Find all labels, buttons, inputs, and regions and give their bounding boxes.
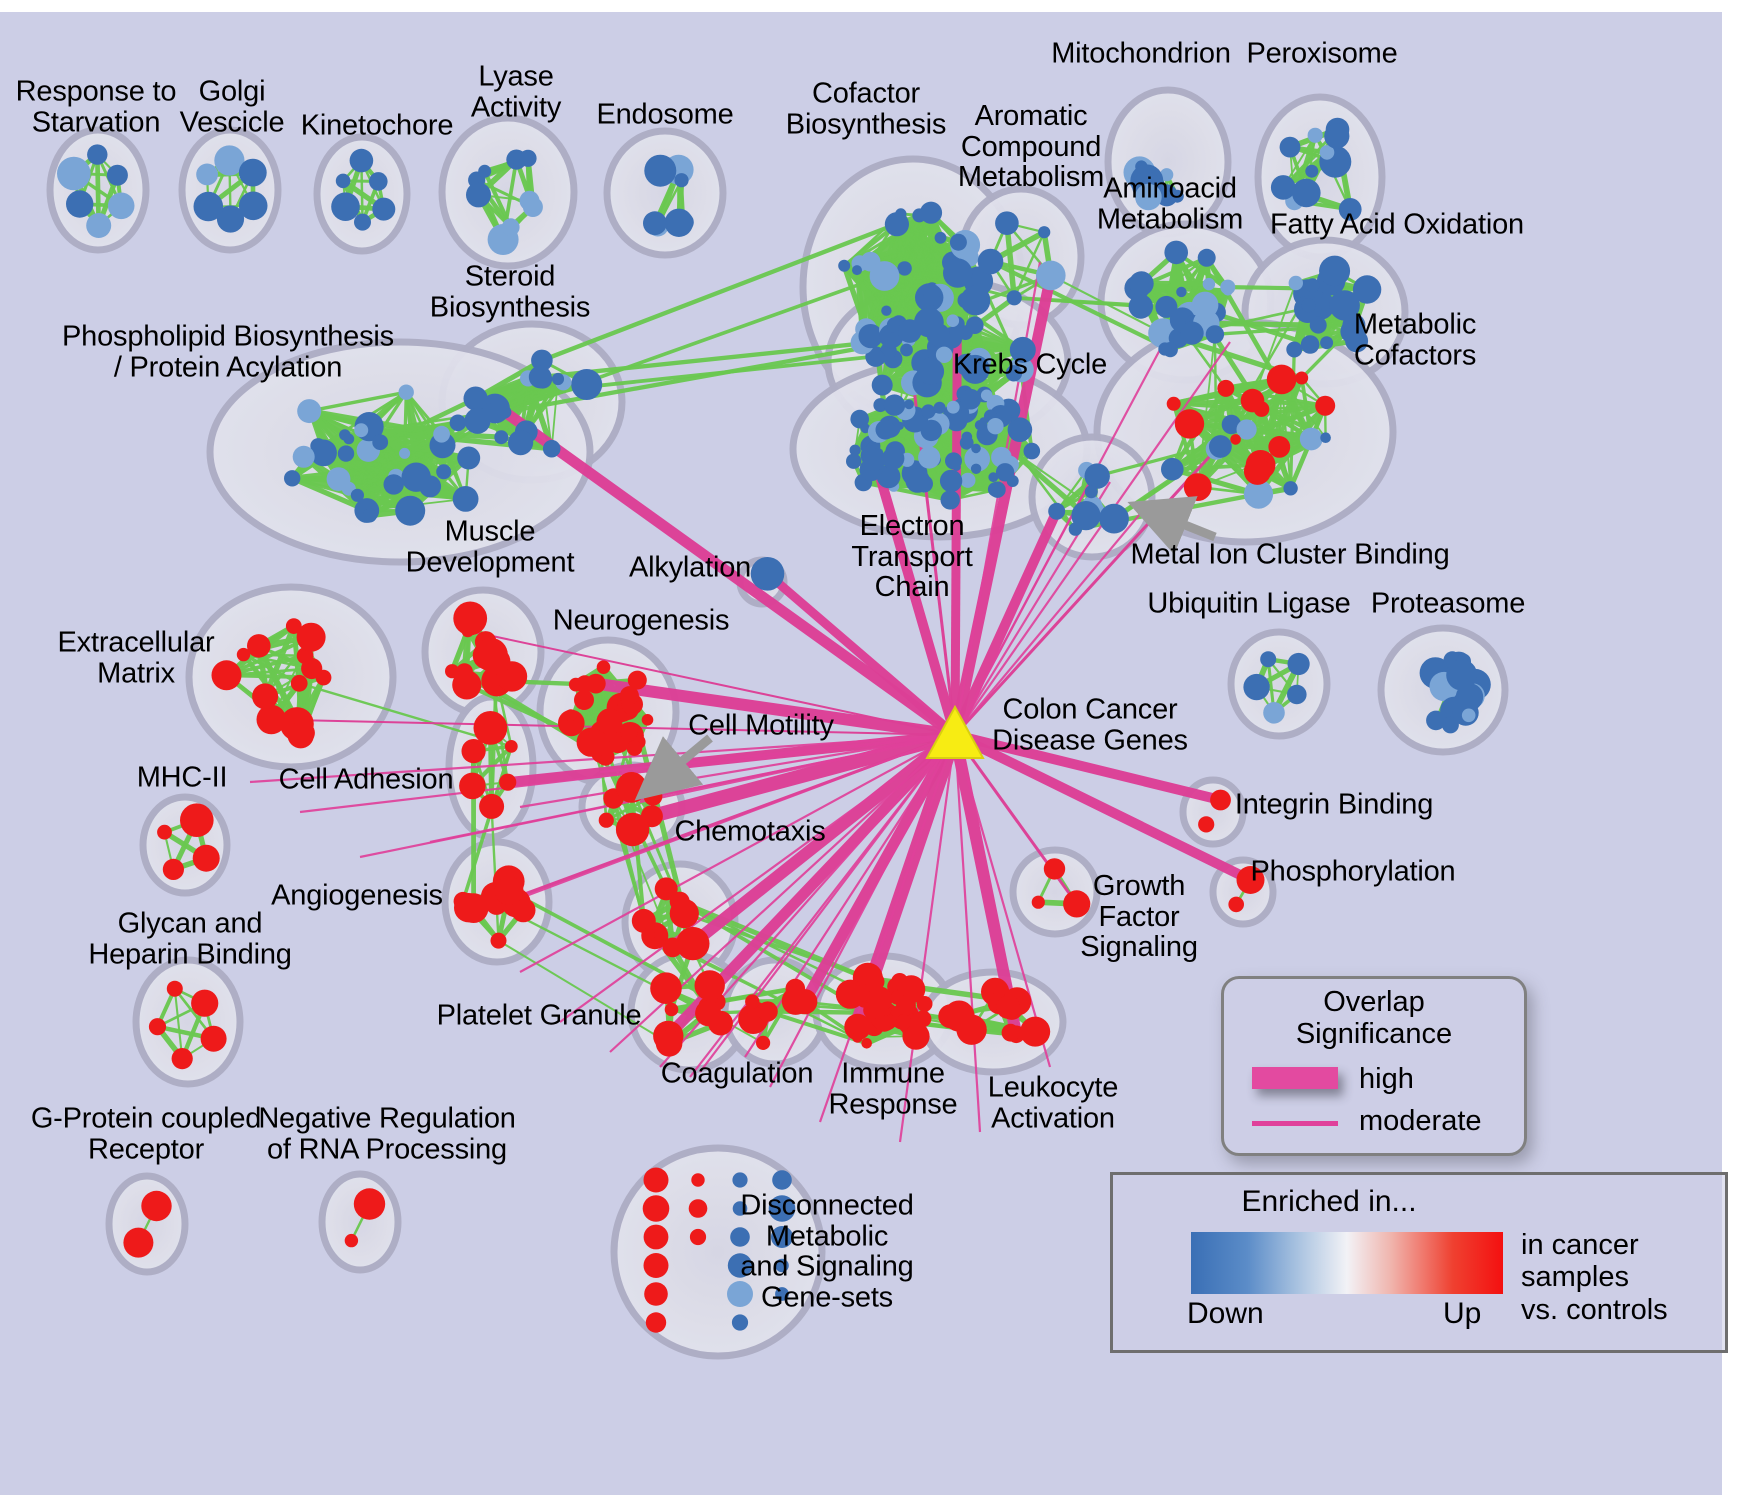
cluster-label-chemotaxis: Chemotaxis [674, 815, 826, 848]
cluster-label-mhc-ii: MHC-II [136, 761, 228, 794]
cluster-label-endosome: Endosome [596, 98, 734, 131]
cluster-label-electron-transport-chain: Electron Transport Chain [851, 509, 973, 604]
cluster-label-leukocyte-activation: Leukocyte Activation [987, 1071, 1119, 1134]
cluster-label-response-to-starvation: Response to Starvation [15, 75, 177, 138]
cluster-label-proteasome: Proteasome [1370, 587, 1526, 620]
enrichment-legend-title: Enriched in... [1241, 1185, 1417, 1218]
cluster-label-lyase-activity: Lyase Activity [470, 60, 562, 123]
cluster-label-disconnected-metabolic-and-signaling-gene-sets: Disconnected Metabolic and Signaling Gen… [740, 1189, 914, 1314]
cluster-label-aminoacid-metabolism: Aminoacid Metabolism [1096, 172, 1244, 235]
enrichment-colorbar-legend: Enriched in... Down Up in cancer samples… [1110, 1172, 1728, 1353]
cluster-label-phosphorylation: Phosphorylation [1250, 855, 1456, 888]
cluster-label-glycan-and-heparin-binding: Glycan and Heparin Binding [88, 907, 292, 970]
cluster-label-mitochondrion: Mitochondrion [1051, 37, 1231, 70]
hub-triangle[interactable] [925, 704, 985, 759]
overlap-moderate-swatch [1252, 1121, 1338, 1126]
cluster-label-integrin-binding: Integrin Binding [1234, 788, 1434, 821]
cluster-label-ubiquitin-ligase: Ubiquitin Ligase [1147, 587, 1351, 620]
cluster-label-immune-response: Immune Response [828, 1057, 958, 1120]
cluster-label-aromatic-compound-metabolism: Aromatic Compound Metabolism [957, 99, 1105, 194]
cluster-label-metabolic-cofactors: Metabolic Cofactors [1353, 308, 1477, 371]
overlap-high-label: high [1359, 1063, 1414, 1095]
enrichment-down-label: Down [1187, 1297, 1264, 1330]
enrichment-up-label: Up [1443, 1297, 1482, 1330]
network-svg [46, 86, 1509, 1360]
cluster-label-alkylation: Alkylation [628, 551, 752, 584]
hub-label-colon-cancer-disease-genes: Colon Cancer Disease Genes [992, 693, 1188, 756]
cluster-label-golgi-vescicle: Golgi Vescicle [179, 75, 285, 138]
cluster-label-growth-factor-signaling: Growth Factor Signaling [1080, 869, 1198, 964]
cluster-label-steroid-biosynthesis: Steroid Biosynthesis [429, 260, 591, 323]
annotation-arrows [634, 496, 1217, 801]
cluster-label-cell-adhesion: Cell Adhesion [278, 763, 454, 796]
enrichment-colorbar [1191, 1232, 1503, 1294]
cluster-label-cell-motility: Cell Motility [688, 709, 834, 742]
cluster-label-metal-ion-cluster-binding: Metal Ion Cluster Binding [1130, 538, 1450, 571]
cluster-label-peroxisome: Peroxisome [1246, 37, 1398, 70]
cluster-label-negative-regulation-of-rna-processing: Negative Regulation of RNA Processing [258, 1102, 516, 1165]
cluster-label-angiogenesis: Angiogenesis [271, 879, 443, 912]
cluster-label-fatty-acid-oxidation: Fatty Acid Oxidation [1270, 208, 1524, 241]
overlap-high-swatch [1252, 1067, 1338, 1089]
cluster-label-g-protein-coupled-receptor: G-Protein coupled Receptor [30, 1102, 262, 1165]
cluster-label-kinetochore: Kinetochore [300, 109, 454, 142]
cluster-label-coagulation: Coagulation [660, 1057, 814, 1090]
cluster-label-neurogenesis: Neurogenesis [552, 604, 730, 637]
network-canvas: Response to Starvation Golgi Vescicle Kine… [0, 12, 1728, 1495]
cluster-label-krebs-cycle: Krebs Cycle [952, 348, 1108, 381]
cluster-label-platelet-granule: Platelet Granule [436, 999, 642, 1032]
cluster-label-phospholipid-biosynthesis-protein-acylation: Phospholipid Biosynthesis / Protein Acyl… [62, 320, 394, 383]
cluster-label-cofactor-biosynthesis: Cofactor Biosynthesis [785, 77, 947, 140]
cluster-label-extracellular-matrix: Extracellular Matrix [57, 626, 215, 689]
overlap-significance-legend: Overlap Significance high moderate [1221, 976, 1527, 1156]
cluster-label-muscle-development: Muscle Development [405, 515, 575, 578]
gene-set-nodes [57, 117, 1491, 1333]
overlap-moderate-label: moderate [1359, 1105, 1482, 1137]
enrichment-side-label: in cancer samples vs. controls [1521, 1229, 1668, 1326]
overlap-legend-title: Overlap Significance [1295, 986, 1453, 1050]
